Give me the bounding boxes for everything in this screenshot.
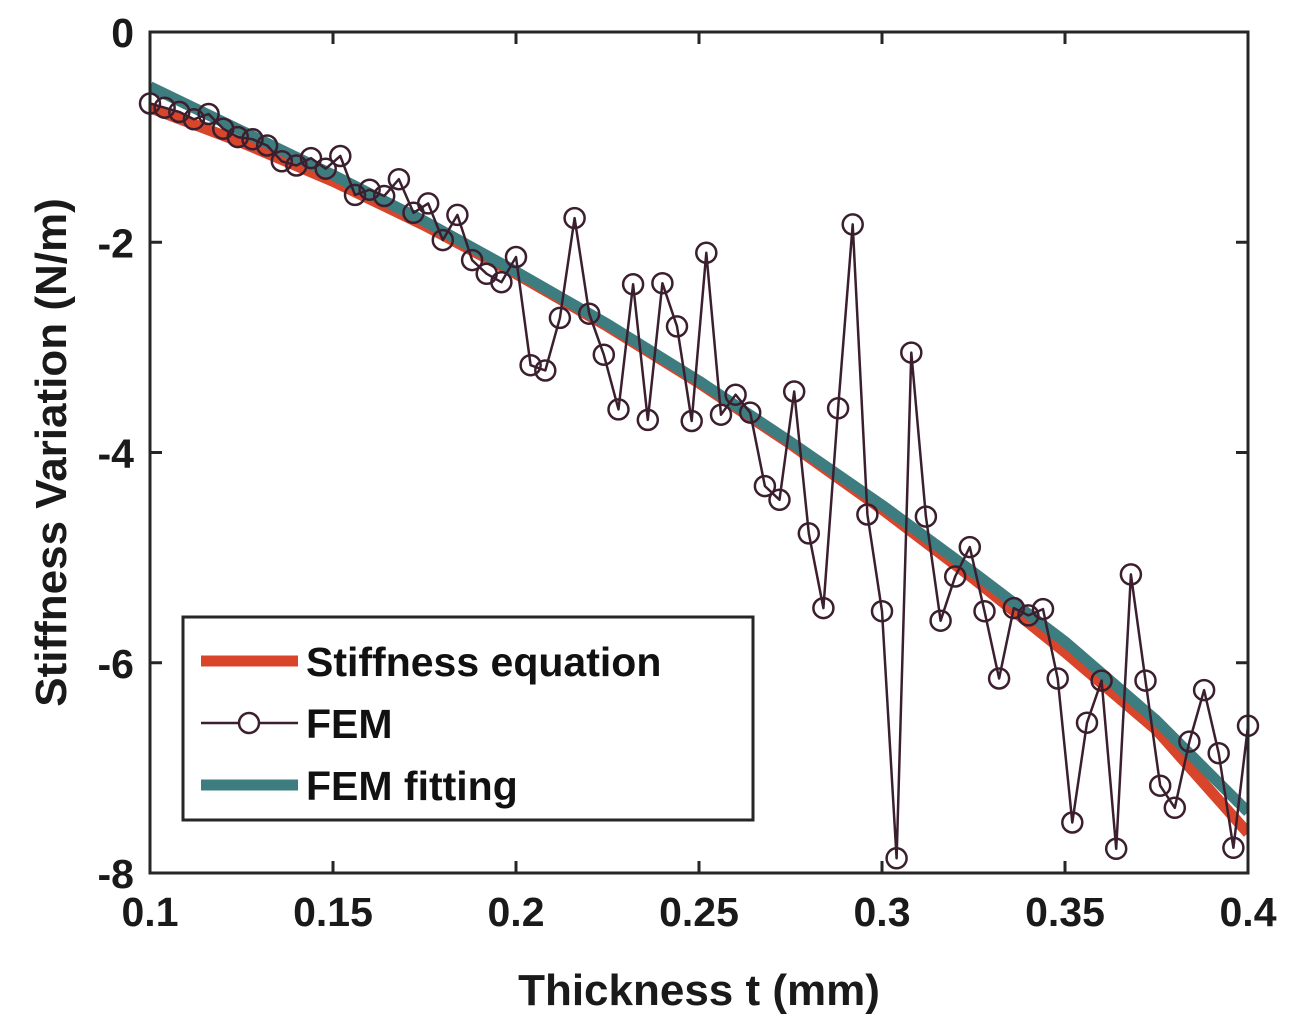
fem-point — [1178, 730, 1201, 753]
y-tick-label: -2 — [98, 220, 134, 266]
legend-marker — [237, 711, 261, 735]
fem-point — [285, 154, 308, 177]
x-tick-label: 0.1 — [122, 889, 179, 935]
fem-point — [490, 270, 513, 294]
x-tick-label: 0.15 — [293, 889, 373, 935]
fem-point — [1046, 667, 1069, 690]
fem-point — [1207, 741, 1230, 765]
fem-point — [534, 359, 557, 382]
fem-point — [768, 488, 791, 512]
fem-point — [460, 248, 484, 272]
legend-entry-fem-fitting: FEM fitting — [201, 763, 518, 809]
fem-point — [826, 397, 850, 420]
fem-point — [343, 183, 367, 207]
fem-point — [987, 667, 1011, 690]
legend-entry-fem: FEM — [201, 701, 393, 747]
fem-point — [607, 398, 630, 421]
fem-point — [446, 203, 469, 227]
fem-point — [1148, 774, 1172, 797]
y-tick-label: 0 — [111, 10, 134, 56]
fem-point — [636, 408, 660, 432]
fem-point — [958, 535, 982, 559]
fem-point — [1002, 596, 1026, 620]
fem-point — [387, 167, 411, 191]
fem-point — [270, 150, 294, 173]
fem-point — [1031, 597, 1055, 621]
y-tick-label: -8 — [98, 851, 134, 897]
fem-point — [182, 108, 206, 131]
fem-point — [548, 306, 572, 330]
fem-point — [329, 144, 352, 168]
fem-point — [255, 134, 279, 157]
fem-point — [592, 343, 616, 366]
y-axis-title: Stiffness Variation (N/m) — [27, 198, 76, 707]
x-axis-title: Thickness t (mm) — [518, 966, 880, 1015]
y-tick-label: -4 — [98, 431, 135, 477]
fem-point — [1075, 711, 1099, 734]
x-tick-label: 0.3 — [854, 889, 911, 935]
fem-point — [753, 474, 777, 498]
legend-label: Stiffness equation — [306, 639, 661, 685]
fem-point — [870, 599, 894, 623]
fem-point — [299, 146, 323, 170]
fem-point — [372, 184, 396, 208]
fem-point — [1192, 678, 1216, 702]
fem-point — [431, 228, 455, 252]
fem-point — [665, 315, 689, 338]
fem-point — [1119, 563, 1143, 586]
y-tick-label: -6 — [98, 641, 134, 687]
fem-point — [943, 565, 967, 588]
legend-label: FEM — [306, 701, 393, 747]
fem-point — [168, 100, 191, 124]
fem-point — [226, 125, 250, 149]
fem-point — [914, 505, 938, 528]
fem-point — [504, 245, 528, 269]
fem-point — [973, 599, 996, 623]
fem-point — [1061, 811, 1084, 834]
fem-point — [563, 206, 586, 230]
fem-point — [1104, 837, 1128, 861]
fem-point — [314, 157, 337, 180]
fem-point — [709, 403, 733, 426]
fem-point — [680, 409, 703, 433]
fem-point — [1017, 604, 1040, 627]
fem-point — [738, 401, 762, 424]
fem-point — [519, 353, 542, 377]
fem-point — [651, 271, 674, 295]
fem-point — [1163, 796, 1187, 820]
fem-point — [841, 213, 864, 236]
fem-point — [621, 273, 645, 296]
fem-point — [416, 192, 440, 215]
fem-point — [197, 102, 220, 126]
x-tick-label: 0.35 — [1025, 889, 1105, 935]
fem-point — [856, 503, 879, 526]
fem-point — [929, 609, 952, 632]
fem-point — [885, 847, 908, 870]
legend-label: FEM fitting — [306, 763, 518, 809]
fem-point — [812, 596, 835, 620]
fem-point — [241, 127, 264, 151]
fem-point — [1090, 669, 1113, 692]
fem-point — [782, 380, 806, 403]
legend-entry-stiffness-equation: Stiffness equation — [201, 639, 661, 685]
fem-point — [797, 522, 821, 545]
x-tick-label: 0.2 — [488, 889, 545, 935]
fem-point — [1134, 669, 1157, 692]
fem-point — [900, 341, 923, 364]
x-tick-label: 0.4 — [1220, 889, 1277, 935]
fem-point — [724, 383, 747, 406]
fem-point — [1222, 836, 1245, 860]
fem-point — [358, 178, 381, 201]
x-tick-label: 0.25 — [659, 889, 739, 935]
fem-point — [153, 96, 176, 119]
fem-point — [695, 241, 718, 265]
fem-point — [577, 302, 601, 325]
